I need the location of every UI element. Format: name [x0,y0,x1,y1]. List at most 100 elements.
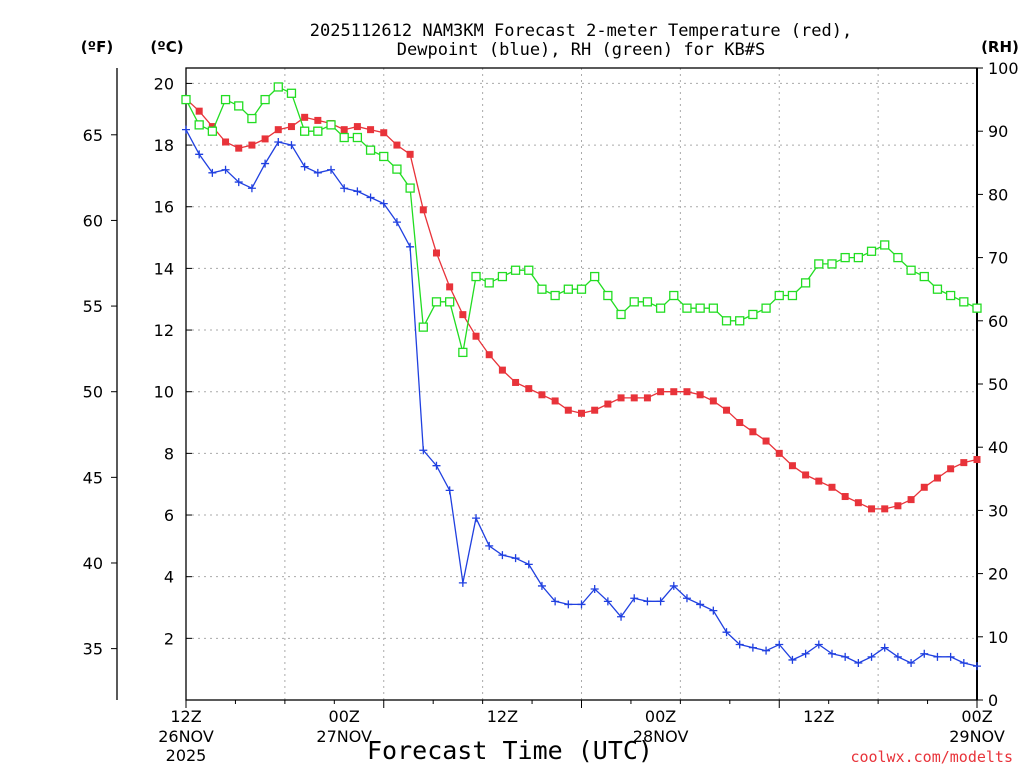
temperature-point [907,496,915,504]
rh-point [866,246,877,256]
dewpoint-point [893,652,902,661]
dewpoint-point [867,652,876,661]
rh-point [682,303,692,313]
rh-point [431,297,442,307]
x-tick-label: 00Z [645,707,676,726]
dewpoint-point [221,165,230,174]
rh-point [563,284,573,294]
fahrenheit-axis-label: (ºF) [81,38,113,56]
dewpoint-point [854,659,863,668]
rh-point [550,290,560,301]
dewpoint-point [261,159,270,168]
dewpoint-point [274,137,283,146]
temperature-point [564,406,572,414]
rh-point [379,151,389,162]
dewpoint-point [946,652,955,661]
chart-title-line2: Dewpoint (blue), RH (green) for KB#S [397,40,765,60]
rh-tick-label: 100 [988,59,1019,78]
dewpoint-point [722,628,731,637]
rh-point [576,284,587,294]
f-tick-label: 35 [83,640,103,659]
rh-tick-label: 0 [988,691,998,710]
dewpoint-point [472,514,481,523]
c-tick-label: 18 [154,136,174,155]
temperature-point [551,397,559,405]
temperature-point [868,505,876,513]
x-tick-date-label: 29NOV [949,727,1005,746]
dewpoint-point [313,168,322,177]
dewpoint-point [590,585,599,594]
temperature-point [775,449,783,457]
temperature-point [472,332,480,340]
celsius-axis-label: (ºC) [150,38,183,56]
temperature-point [459,311,467,319]
x-tick-label: 12Z [487,707,518,726]
dewpoint-point [327,165,336,174]
rh-point [748,309,758,320]
rh-point [880,240,890,250]
rh-axis-label: (RH) [981,38,1019,56]
temperature-point [802,471,810,479]
dewpoint-point [182,125,190,134]
dewpoint-point [287,141,296,150]
dewpoint-point [630,594,639,603]
rh-point [234,101,244,111]
rh-point [669,290,679,301]
temperature-point [749,428,757,436]
dewpoint-point [208,168,217,177]
temperature-point [947,465,955,473]
rh-point [787,290,798,301]
dewpoint-point [656,597,665,606]
f-tick-label: 55 [83,297,103,316]
rh-tick-label: 80 [988,185,1008,204]
temperature-point [920,483,928,491]
rh-point [392,164,402,174]
rh-point [326,120,336,130]
dewpoint-point [406,242,415,251]
rh-tick-label: 10 [988,628,1008,647]
rh-point [537,284,547,294]
dewpoint-point [959,659,968,668]
dewpoint-point [603,597,612,606]
c-tick-label: 4 [164,568,174,587]
rh-point [590,271,600,282]
dewpoint-point [379,199,388,208]
dewpoint-point [669,581,678,590]
f-tick-label: 50 [83,383,103,402]
temperature-point [736,419,744,427]
temperature-point [195,107,203,115]
dewpoint-point [788,655,797,664]
temperature-point [973,456,981,464]
temperature-point [709,397,717,405]
rh-point [814,259,824,269]
dewpoint-point [735,640,744,649]
rh-point [405,183,415,193]
temperature-point [841,493,849,501]
temperature-point [854,499,862,507]
dewpoint-point [564,600,573,609]
dewpoint-point [696,600,705,609]
temperature-point [723,406,731,414]
data-series [181,82,982,671]
temperature-point [538,391,546,399]
temperature-point [235,144,243,152]
temperature-point [353,123,361,131]
rh-point [510,265,521,275]
dewpoint-point [920,649,929,658]
rh-point [827,259,837,269]
dewpoint-point [353,187,362,196]
temperature-point [643,394,651,402]
temperature-point [274,126,282,134]
dewpoint-point [748,643,757,652]
temperature-point [894,502,902,510]
temperature-point [828,483,836,491]
rh-point [774,290,784,301]
rh-point [642,297,653,307]
temperature-point [446,283,454,291]
temperature-point [815,477,823,485]
temperature-point [301,113,309,121]
rh-point [906,265,916,275]
f-tick-label: 40 [83,554,103,573]
dewpoint-point [485,541,494,550]
rh-tick-label: 50 [988,375,1008,394]
